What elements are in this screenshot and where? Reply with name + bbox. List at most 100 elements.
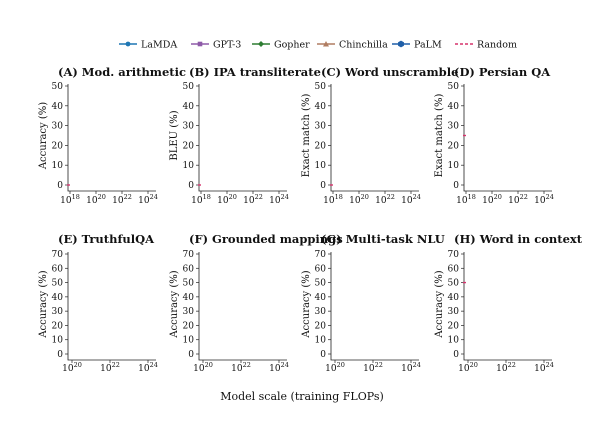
y-tick-label: 0	[453, 350, 459, 360]
x-tick-label: 1024	[138, 361, 158, 374]
y-tick-label: 70	[315, 250, 327, 260]
y-tick-label: 70	[448, 250, 460, 260]
y-tick-label: 20	[448, 141, 460, 151]
y-tick-label: 70	[52, 250, 64, 260]
y-tick-label: 0	[453, 181, 459, 191]
panel-title: (E) TruthfulQA	[58, 232, 155, 246]
x-tick-label: 1022	[496, 361, 516, 374]
y-axis-label: Exact match (%)	[434, 94, 445, 178]
y-tick-label: 50	[52, 82, 64, 92]
y-tick-label: 30	[448, 122, 460, 132]
y-tick-label: 20	[183, 141, 195, 151]
panel-title: (C) Word unscramble	[321, 65, 458, 79]
y-tick-label: 50	[448, 279, 460, 289]
x-tick-label: 1018	[191, 193, 211, 206]
panel-title: (A) Mod. arithmetic	[58, 65, 186, 79]
panel-title: (F) Grounded mappings	[189, 232, 343, 246]
y-tick-label: 50	[448, 82, 460, 92]
axis-lines	[463, 252, 552, 361]
y-tick-label: 10	[448, 161, 460, 171]
diamond-marker-icon	[258, 41, 264, 47]
y-tick-label: 70	[183, 250, 195, 260]
y-tick-label: 40	[52, 102, 64, 112]
panel-title: (G) Multi-task NLU	[321, 232, 445, 246]
y-tick-label: 30	[183, 307, 195, 317]
panel-title: (B) IPA transliterate	[189, 65, 321, 79]
y-tick-label: 20	[52, 141, 64, 151]
x-tick-label: 1022	[112, 193, 132, 206]
y-tick-label: 10	[183, 336, 195, 346]
y-tick-label: 40	[183, 293, 195, 303]
x-tick-label: 1022	[375, 193, 395, 206]
y-axis-label: Accuracy (%)	[38, 102, 49, 170]
panel-title: (H) Word in context	[454, 232, 583, 246]
x-tick-label: 1020	[325, 361, 345, 374]
y-tick-label: 30	[52, 307, 64, 317]
y-tick-label: 10	[448, 336, 460, 346]
legend-label: Gopher	[274, 40, 310, 51]
y-tick-label: 60	[183, 264, 195, 274]
y-tick-label: 10	[52, 161, 64, 171]
x-axis-label: Model scale (training FLOPs)	[220, 390, 384, 403]
x-tick-label: 1022	[508, 193, 528, 206]
x-tick-label: 1020	[482, 193, 502, 206]
y-tick-label: 10	[315, 336, 327, 346]
y-tick-label: 40	[183, 102, 195, 112]
y-axis-label: Accuracy (%)	[301, 270, 312, 338]
y-tick-label: 50	[315, 82, 327, 92]
y-tick-label: 20	[448, 321, 460, 331]
axis-lines	[463, 84, 552, 192]
y-tick-label: 30	[52, 122, 64, 132]
x-tick-label: 1024	[401, 361, 421, 374]
y-tick-label: 50	[315, 279, 327, 289]
x-tick-label: 1024	[138, 193, 158, 206]
circle-marker-icon	[125, 41, 131, 47]
x-tick-label: 1022	[231, 361, 251, 374]
y-tick-label: 20	[315, 321, 327, 331]
x-tick-label: 1020	[193, 361, 213, 374]
y-tick-label: 40	[315, 293, 327, 303]
y-axis-label: Exact match (%)	[301, 94, 312, 178]
legend-item: PaLM	[392, 40, 442, 51]
y-tick-label: 40	[315, 102, 327, 112]
x-tick-label: 1020	[86, 193, 106, 206]
legend-item: GPT-3	[191, 40, 241, 51]
legend-item: Random	[455, 40, 517, 51]
y-tick-label: 40	[52, 293, 64, 303]
panel-title: (D) Persian QA	[454, 65, 551, 79]
x-tick-label: 1022	[243, 193, 263, 206]
y-tick-label: 30	[183, 122, 195, 132]
axis-lines	[198, 84, 287, 192]
legend: LaMDA GPT-3 Gopher Chinchilla PaLM Random	[119, 40, 517, 51]
y-tick-label: 0	[320, 181, 326, 191]
legend-item: LaMDA	[119, 40, 177, 51]
y-tick-label: 20	[183, 321, 195, 331]
chart-panel: (H) Word in context010203040506070Accura…	[434, 232, 583, 374]
y-tick-label: 60	[52, 264, 64, 274]
y-tick-label: 60	[315, 264, 327, 274]
hexagon-marker-icon	[398, 40, 404, 48]
y-tick-label: 20	[52, 321, 64, 331]
axis-lines	[330, 252, 419, 361]
y-axis-label: BLEU (%)	[169, 110, 180, 160]
x-tick-label: 1024	[534, 361, 554, 374]
y-axis-label: Accuracy (%)	[434, 270, 445, 338]
square-marker-icon	[197, 41, 203, 47]
y-axis-label: Accuracy (%)	[169, 270, 180, 338]
chart-panel: (F) Grounded mappings010203040506070Accu…	[169, 232, 343, 374]
y-tick-label: 30	[315, 122, 327, 132]
y-axis-label: Accuracy (%)	[38, 270, 49, 338]
y-tick-label: 10	[315, 161, 327, 171]
x-tick-label: 1022	[363, 361, 383, 374]
x-tick-label: 1024	[269, 361, 289, 374]
x-tick-label: 1020	[458, 361, 478, 374]
y-tick-label: 50	[183, 82, 195, 92]
axis-lines	[67, 252, 156, 361]
axis-lines	[198, 252, 287, 361]
legend-label: LaMDA	[141, 40, 177, 51]
